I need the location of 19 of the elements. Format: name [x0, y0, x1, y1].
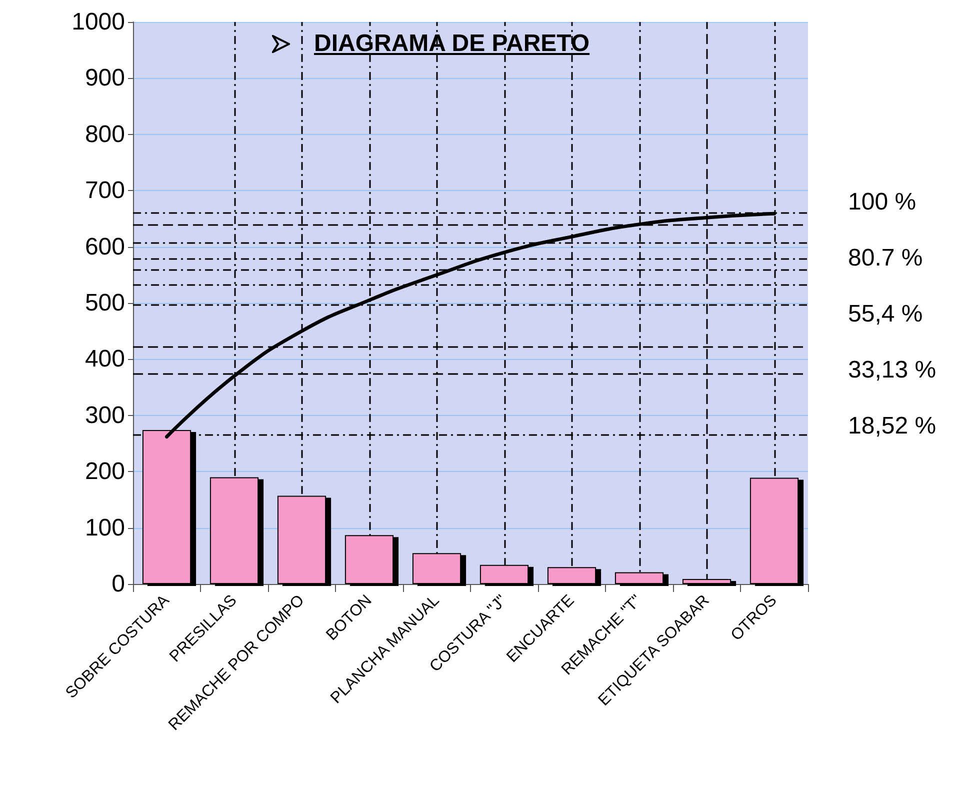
- text: 80.7 %: [848, 244, 923, 272]
- y-tick-label: 700: [84, 177, 125, 204]
- y-tick-label: 400: [84, 346, 125, 373]
- y-tick-label: 0: [112, 570, 125, 598]
- y-tick-label: 300: [84, 402, 125, 429]
- text: 55,4 %: [848, 300, 923, 328]
- y-tick-label: 800: [84, 120, 125, 148]
- bar: [750, 478, 799, 584]
- text: 18,52 %: [848, 412, 936, 440]
- y-tick-label: 200: [84, 458, 125, 486]
- text: 100 %: [848, 188, 916, 216]
- chart-title: DIAGRAMA DE PARETO: [314, 30, 590, 58]
- y-tick-label: 100: [84, 514, 125, 542]
- y-tick-label: 500: [84, 290, 125, 316]
- y-tick-label: 900: [84, 64, 125, 92]
- bar: [277, 496, 326, 584]
- text: 33,13 %: [848, 356, 936, 384]
- y-tick-label: 600: [84, 233, 125, 260]
- y-tick-label: 1000: [72, 8, 125, 36]
